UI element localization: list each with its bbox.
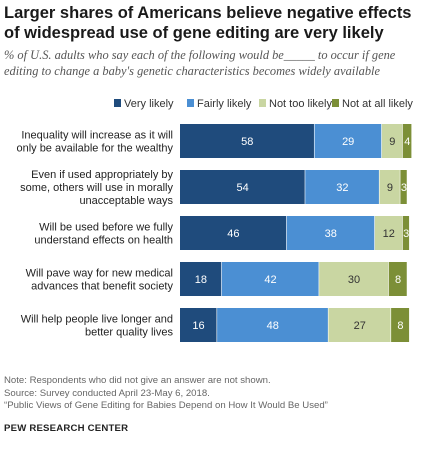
- data-label-not-at-all-likely: 4: [404, 136, 410, 148]
- bar-not-too-likely: [381, 124, 403, 158]
- bar-very-likely: [180, 124, 314, 158]
- organization-name: PEW RESEARCH CENTER: [4, 423, 129, 434]
- note-text: Note: Respondents who did not give an an…: [4, 375, 271, 386]
- data-label-not-too-likely: 9: [389, 136, 395, 148]
- bar-fairly-likely: [305, 170, 379, 204]
- data-label-not-too-likely: 12: [383, 228, 395, 240]
- category-label: some, others will use in morally: [20, 182, 173, 194]
- data-label-fairly-likely: 48: [267, 320, 279, 332]
- source-text: Source: Survey conducted April 23-May 6,…: [4, 387, 210, 399]
- bar-very-likely: [180, 262, 222, 296]
- category-label: Inequality will increase as it will: [21, 130, 173, 142]
- legend-swatch-not-at-all-likely: [332, 99, 339, 107]
- data-label-very-likely: 18: [195, 274, 207, 286]
- bar-not-too-likely: [319, 262, 389, 296]
- chart-title: Larger shares of Americans believe negat…: [4, 4, 412, 42]
- data-label-not-at-all-likely: 8: [397, 320, 403, 332]
- legend-label-very-likely: Very likely: [124, 98, 174, 110]
- category-label: Will pave way for new medical: [26, 268, 173, 280]
- data-label-fairly-likely: 32: [336, 182, 348, 194]
- bar-not-too-likely: [379, 170, 400, 204]
- report-title: “Public Views of Gene Editing for Babies…: [4, 400, 328, 411]
- legend-label-not-at-all-likely: Not at all likely: [342, 98, 413, 110]
- bar-not-at-all-likely: [391, 308, 410, 342]
- category-label: advances that benefit society: [31, 281, 173, 293]
- bar-fairly-likely: [221, 262, 319, 296]
- bar-not-too-likely: [328, 308, 391, 342]
- bar-very-likely: [180, 216, 287, 250]
- data-label-very-likely: 54: [237, 182, 249, 194]
- bar-not-too-likely: [374, 216, 403, 250]
- category-label: Will help people live longer and: [21, 314, 173, 326]
- data-label-not-too-likely: 30: [348, 274, 360, 286]
- bar-not-at-all-likely: [402, 216, 410, 250]
- legend-swatch-very-likely: [114, 99, 121, 107]
- data-label-very-likely: 46: [227, 228, 239, 240]
- bar-very-likely: [180, 170, 305, 204]
- category-label: Will be used before we fully: [39, 222, 173, 234]
- legend-swatch-fairly-likely: [187, 99, 194, 107]
- category-label: understand effects on health: [34, 235, 173, 247]
- data-label-not-at-all-likely: 8: [395, 274, 401, 286]
- chart-notes: Note: Respondents who did not give an an…: [4, 375, 420, 413]
- bar-fairly-likely: [217, 308, 328, 342]
- chart-subtitle: % of U.S. adults who say each of the fol…: [4, 48, 396, 78]
- data-label-not-too-likely: 27: [354, 320, 366, 332]
- bar-not-at-all-likely: [388, 262, 407, 296]
- category-label: Even if used appropriately by: [31, 169, 173, 181]
- bar-not-at-all-likely: [402, 124, 412, 158]
- stacked-bar-chart: Very likely Fairly likely Not too likely No…: [16, 98, 413, 342]
- bar-very-likely: [180, 308, 217, 342]
- data-label-very-likely: 58: [241, 136, 253, 148]
- data-label-not-at-all-likely: 3: [401, 182, 407, 194]
- bar-fairly-likely: [286, 216, 375, 250]
- legend-swatch-not-too-likely: [259, 99, 266, 107]
- bar-fairly-likely: [314, 124, 382, 158]
- data-label-fairly-likely: 42: [264, 274, 276, 286]
- legend-label-not-too-likely: Not too likely: [269, 98, 332, 110]
- data-label-not-too-likely: 9: [387, 182, 393, 194]
- bar-not-at-all-likely: [400, 170, 407, 204]
- data-label-very-likely: 16: [192, 320, 204, 332]
- data-label-fairly-likely: 29: [342, 136, 354, 148]
- category-label: unacceptable ways: [79, 195, 173, 207]
- data-label-fairly-likely: 38: [325, 228, 337, 240]
- data-label-not-at-all-likely: 3: [403, 228, 409, 240]
- legend-label-fairly-likely: Fairly likely: [197, 98, 252, 110]
- category-label: only be available for the wealthy: [16, 143, 173, 155]
- category-label: better quality lives: [85, 327, 174, 339]
